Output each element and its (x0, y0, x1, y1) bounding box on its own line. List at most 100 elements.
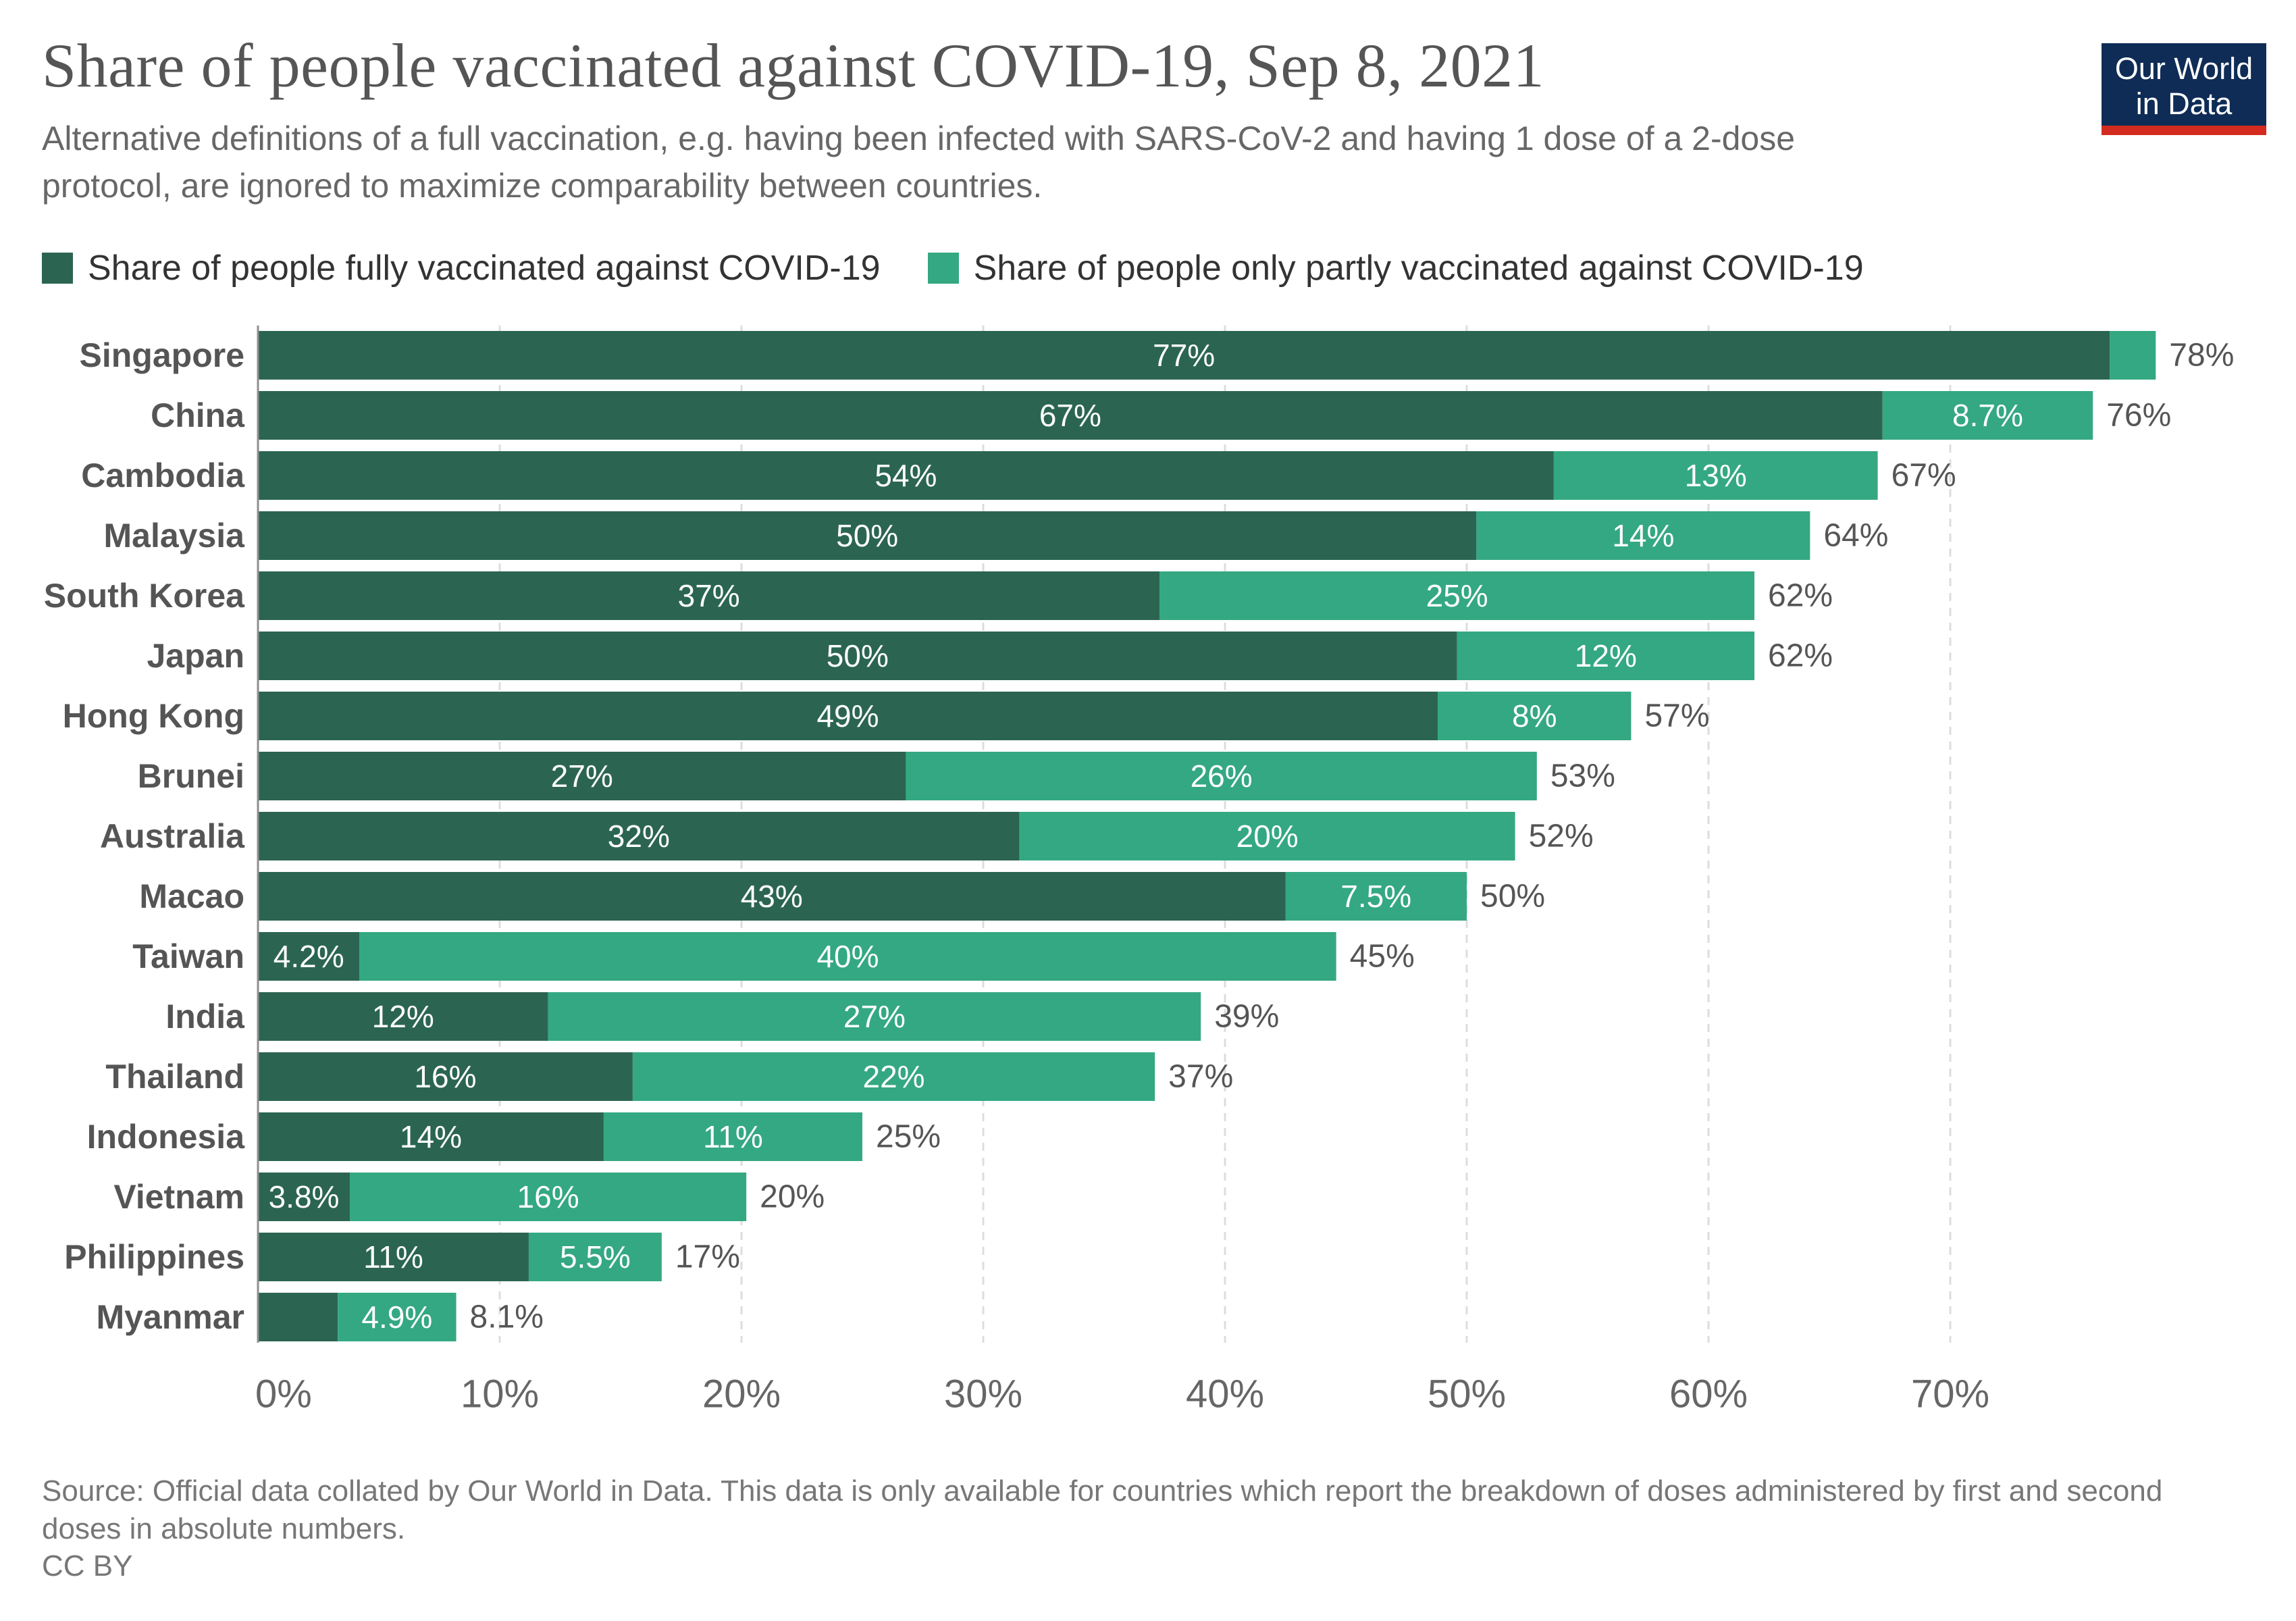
bar-label-partly: 4.9% (361, 1300, 432, 1335)
owid-logo[interactable]: Our World in Data (2102, 43, 2266, 135)
legend-item-partly[interactable]: Share of people only partly vaccinated a… (927, 248, 1864, 288)
chart-legend: Share of people fully vaccinated against… (42, 245, 1911, 292)
bar-label-partly: 16% (517, 1179, 579, 1214)
x-tick-label: 70% (1911, 1372, 1989, 1416)
legend-item-fully[interactable]: Share of people fully vaccinated against… (42, 248, 881, 288)
x-tick-label: 20% (702, 1372, 781, 1416)
bar-label-partly: 40% (816, 939, 879, 974)
x-tick-label: 50% (1428, 1372, 1506, 1416)
x-tick-label: 10% (461, 1372, 539, 1416)
bar-fully (258, 632, 1457, 680)
bar-label-fully: 50% (836, 518, 898, 553)
logo-line-2: in Data (2135, 86, 2233, 121)
bar-label-fully: 11% (363, 1239, 423, 1275)
bar-label-partly: 11% (703, 1119, 763, 1154)
license-link[interactable]: CC BY (42, 1549, 133, 1583)
bar-fully (258, 932, 360, 981)
country-label: Macao (139, 877, 244, 915)
bar-label-partly: 5.5% (560, 1239, 631, 1275)
bar-fully (258, 1112, 604, 1161)
total-label: 45% (1350, 939, 1415, 975)
country-label: Taiwan (132, 937, 244, 975)
total-label: 50% (1480, 879, 1545, 915)
chart-title: Share of people vaccinated against COVID… (42, 31, 1545, 100)
bar-fully (258, 812, 1020, 860)
bar-fully (258, 992, 548, 1041)
total-label: 37% (1168, 1059, 1233, 1095)
bar-label-partly: 14% (1612, 518, 1674, 553)
bar-label-fully: 54% (875, 458, 937, 493)
x-tick-label: 0% (255, 1372, 312, 1416)
bar-label-fully: 49% (816, 698, 879, 734)
x-tick-label: 30% (944, 1372, 1022, 1416)
total-label: 78% (2169, 338, 2234, 374)
bar-partly (1882, 391, 2093, 440)
country-label: China (151, 396, 245, 434)
bar-label-fully: 14% (400, 1119, 462, 1154)
bar-label-partly: 27% (843, 999, 906, 1034)
legend-swatch-fully (42, 253, 73, 284)
country-label: India (165, 998, 245, 1035)
bar-fully (258, 331, 2110, 380)
stacked-bar-chart: Singapore 77% 78% China 67% 8.7% 76% Cambodia 54… (44, 326, 2234, 1416)
bar-label-fully: 37% (678, 578, 740, 613)
bar-partly (2110, 331, 2156, 380)
bar-partly (338, 1293, 456, 1341)
country-label: Japan (147, 637, 244, 675)
bar-label-partly: 13% (1685, 458, 1747, 493)
bar-partly (1019, 812, 1515, 860)
bar-fully (258, 1052, 633, 1101)
country-label: Vietnam (113, 1178, 244, 1216)
bar-label-partly: 20% (1236, 819, 1299, 854)
logo-line-1: Our World (2114, 51, 2253, 86)
bar-label-fully: 77% (1153, 338, 1215, 373)
bar-label-partly: 25% (1426, 578, 1488, 613)
total-label: 20% (760, 1179, 825, 1215)
bar-fully (258, 1173, 350, 1221)
total-label: 53% (1550, 758, 1615, 794)
bar-label-fully: 16% (414, 1059, 476, 1094)
country-label: Brunei (138, 757, 244, 795)
bar-partly (906, 752, 1537, 800)
bar-fully (258, 692, 1438, 740)
bar-partly (1457, 632, 1755, 680)
bar-partly (1159, 571, 1755, 620)
bar-label-partly: 7.5% (1340, 879, 1411, 914)
bar-partly (528, 1233, 662, 1281)
bar-partly (1553, 451, 1878, 500)
country-label: Myanmar (96, 1298, 244, 1336)
legend-label-partly: Share of people only partly vaccinated a… (973, 249, 1864, 288)
bar-label-fully: 27% (551, 758, 613, 794)
bar-label-fully: 3.8% (269, 1179, 340, 1214)
total-label: 52% (1529, 819, 1594, 854)
total-label: 25% (876, 1119, 941, 1155)
bar-label-fully: 50% (827, 638, 889, 673)
total-label: 64% (1823, 518, 1888, 554)
total-label: 62% (1768, 638, 1833, 674)
bar-partly (1285, 872, 1467, 921)
bar-fully (258, 571, 1160, 620)
country-label: Cambodia (81, 457, 245, 494)
source-note: Source: Official data collated by Our Wo… (42, 1474, 2163, 1545)
bar-partly (632, 1052, 1155, 1101)
country-label: Hong Kong (63, 697, 244, 735)
country-label: Philippines (64, 1238, 244, 1276)
bar-partly (350, 1173, 747, 1221)
bar-partly (1438, 692, 1632, 740)
bar-label-fully: 67% (1039, 398, 1101, 433)
bar-label-fully: 4.2% (273, 939, 344, 974)
bar-fully (258, 752, 906, 800)
total-label: 57% (1644, 698, 1709, 734)
bar-label-fully: 12% (372, 999, 434, 1034)
bar-partly (1476, 511, 1810, 560)
chart-subtitle: Alternative definitions of a full vaccin… (42, 120, 1796, 205)
country-label: Australia (100, 817, 245, 855)
bar-partly (359, 932, 1336, 981)
country-label: Thailand (105, 1058, 244, 1096)
country-label: Indonesia (87, 1118, 246, 1156)
logo-accent-bar (2102, 126, 2266, 135)
country-label: Malaysia (104, 517, 246, 555)
bar-fully (258, 511, 1477, 560)
bar-fully (258, 1233, 529, 1281)
total-label: 39% (1214, 999, 1279, 1035)
